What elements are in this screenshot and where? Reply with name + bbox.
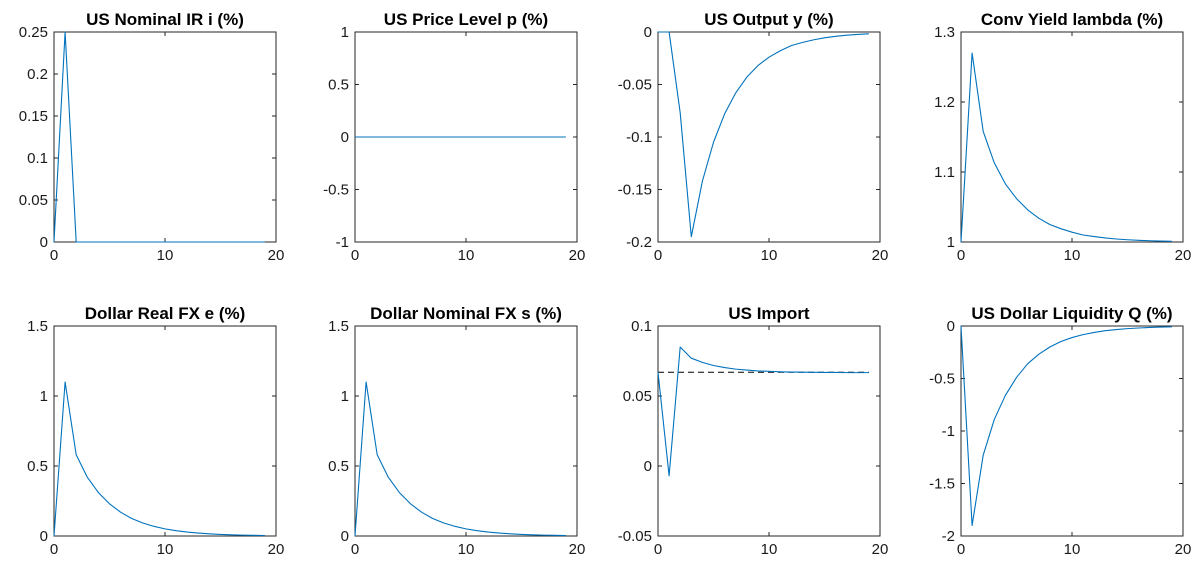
axes-box — [53, 325, 277, 537]
series-line — [354, 381, 566, 537]
x-tick-label: 10 — [458, 247, 475, 264]
subplot-title: US Nominal IR i (%) — [86, 10, 244, 29]
y-tick-label: -0.5 — [929, 371, 955, 388]
y-tick-label: -1 — [942, 423, 955, 440]
subplot-title: Conv Yield lambda (%) — [981, 10, 1163, 29]
subplot-5: Dollar Real FX e (%) 0 10 20 0 0.5 1 1.5 — [27, 304, 284, 558]
y-tick-label: 0.5 — [328, 77, 349, 94]
x-tick-label: 10 — [157, 247, 174, 264]
y-tick-label: 0.25 — [19, 24, 48, 41]
x-tick-label: 10 — [761, 247, 778, 264]
y-tick-label: 0.2 — [27, 66, 48, 83]
x-tick-label: 20 — [1175, 247, 1192, 264]
subplot-title: US Import — [728, 304, 810, 323]
y-tick-label: -0.05 — [618, 528, 652, 545]
subplot-3: US Output y (%) 0 10 20 -0.2 -0.15 -0.1 -0.05 0 — [618, 10, 889, 264]
y-tick-label: -1 — [336, 234, 349, 251]
x-tick-label: 0 — [957, 247, 965, 264]
axes-box — [960, 31, 1184, 243]
subplot-title: Dollar Nominal FX s (%) — [370, 304, 562, 323]
x-tick-label: 0 — [351, 541, 359, 558]
y-tick-label: 1 — [947, 234, 955, 251]
y-tick-label: 0.1 — [27, 150, 48, 167]
x-tick-label: 20 — [268, 247, 285, 264]
y-tick-label: 0 — [644, 24, 652, 41]
x-tick-label: 0 — [654, 247, 662, 264]
subplot-4: Conv Yield lambda (%) 0 10 20 1 1.1 1.2 1.3 — [934, 10, 1191, 264]
y-tick-label: 0 — [947, 318, 955, 335]
x-tick-label: 0 — [50, 247, 58, 264]
subplot-title: US Output y (%) — [704, 10, 833, 29]
series-line — [657, 346, 869, 477]
y-tick-label: 0 — [644, 458, 652, 475]
x-tick-label: 10 — [157, 541, 174, 558]
y-tick-label: 1 — [341, 388, 349, 405]
axes-box — [657, 31, 881, 243]
y-tick-label: 1.5 — [27, 318, 48, 335]
y-tick-label: 0 — [341, 129, 349, 146]
x-tick-label: 20 — [872, 247, 889, 264]
x-tick-label: 0 — [957, 541, 965, 558]
x-tick-label: 0 — [50, 541, 58, 558]
y-tick-label: 1 — [341, 24, 349, 41]
axes-box — [53, 31, 277, 243]
y-tick-label: 0.05 — [623, 388, 652, 405]
y-tick-label: 0.5 — [328, 458, 349, 475]
x-tick-label: 10 — [761, 541, 778, 558]
y-tick-label: 0.05 — [19, 192, 48, 209]
y-tick-label: -1.5 — [929, 476, 955, 493]
y-tick-label: -2 — [942, 528, 955, 545]
subplot-8: US Dollar Liquidity Q (%) 0 10 20 -2 -1.5 -1 -0… — [929, 304, 1191, 558]
series-line — [960, 52, 1172, 243]
series-line — [658, 31, 869, 238]
y-tick-label: 0.1 — [631, 318, 652, 335]
x-tick-label: 20 — [268, 541, 285, 558]
y-tick-label: 1.1 — [934, 164, 955, 181]
y-tick-label: -0.05 — [618, 77, 652, 94]
y-tick-label: 1 — [40, 388, 48, 405]
x-tick-label: 0 — [351, 247, 359, 264]
series-line — [53, 381, 265, 537]
series-line — [960, 325, 1172, 527]
subplot-title: Dollar Real FX e (%) — [85, 304, 246, 323]
axes-box — [657, 325, 881, 537]
y-tick-label: 1.2 — [934, 94, 955, 111]
axes-box — [960, 325, 1184, 537]
y-tick-label: -0.5 — [323, 182, 349, 199]
x-tick-label: 20 — [569, 247, 586, 264]
y-tick-label: 1.3 — [934, 24, 955, 41]
subplot-1: US Nominal IR i (%) 0 10 20 0 0.05 0.1 0.15 0.2 0… — [19, 10, 285, 264]
subplot-title: US Dollar Liquidity Q (%) — [971, 304, 1172, 323]
y-tick-label: 1.5 — [328, 318, 349, 335]
y-tick-label: -0.1 — [626, 129, 652, 146]
x-tick-label: 20 — [872, 541, 889, 558]
axes-box — [354, 325, 578, 537]
x-tick-label: 10 — [458, 541, 475, 558]
x-tick-label: 0 — [654, 541, 662, 558]
x-tick-label: 20 — [1175, 541, 1192, 558]
y-tick-label: 0.5 — [27, 458, 48, 475]
y-tick-label: 0 — [40, 528, 48, 545]
y-tick-label: 0 — [40, 234, 48, 251]
series-line — [53, 31, 265, 243]
subplot-title: US Price Level p (%) — [384, 10, 548, 29]
y-tick-label: -0.15 — [618, 182, 652, 199]
subplot-2: US Price Level p (%) 0 10 20 -1 -0.5 0 0.5 1 — [323, 10, 585, 264]
y-tick-label: 0 — [341, 528, 349, 545]
y-tick-label: 0.15 — [19, 108, 48, 125]
x-tick-label: 20 — [569, 541, 586, 558]
subplot-6: Dollar Nominal FX s (%) 0 10 20 0 0.5 1 1.5 — [328, 304, 585, 558]
x-tick-label: 10 — [1064, 247, 1081, 264]
x-tick-label: 10 — [1064, 541, 1081, 558]
y-tick-label: -0.2 — [626, 234, 652, 251]
